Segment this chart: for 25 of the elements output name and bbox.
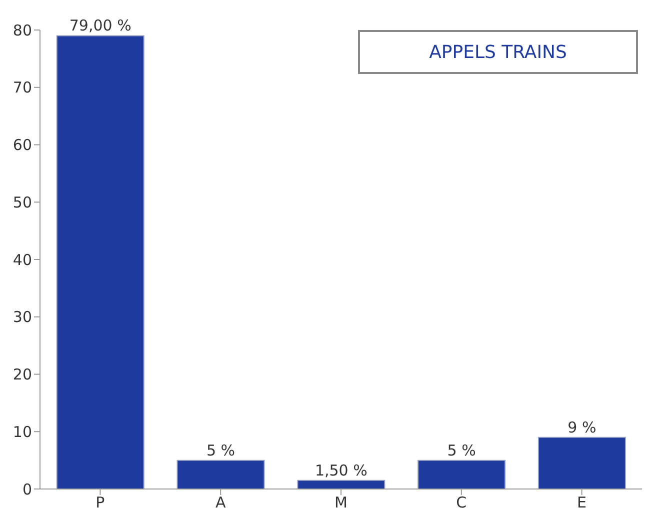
y-tick-label: 40 [12,250,32,269]
data-label: 79,00 % [69,16,132,35]
bar [418,460,506,489]
bar [297,480,386,489]
y-tick-label: 10 [12,422,32,441]
y-tick-label: 0 [22,480,32,498]
title-frame: APPELS TRAINS [358,30,638,74]
y-tick-label: 30 [12,308,32,326]
x-tick-label: C [456,494,467,512]
x-tick-label: E [577,494,587,512]
data-label: 5 % [447,441,476,460]
data-label: 1,50 % [314,461,368,480]
y-tick-label: 80 [12,21,32,40]
data-label: 5 % [206,441,236,460]
y-tick-label: 50 [12,193,32,212]
x-tick-label: P [96,494,105,512]
x-tick-label: A [215,494,226,512]
y-tick-label: 20 [12,366,32,384]
y-tick-label: 60 [12,136,32,154]
bar [538,436,626,489]
x-tick-label: M [334,494,348,512]
bar [56,35,144,489]
bar [176,460,265,489]
y-tick-label: 70 [12,78,32,97]
data-label: 9 % [568,418,596,436]
